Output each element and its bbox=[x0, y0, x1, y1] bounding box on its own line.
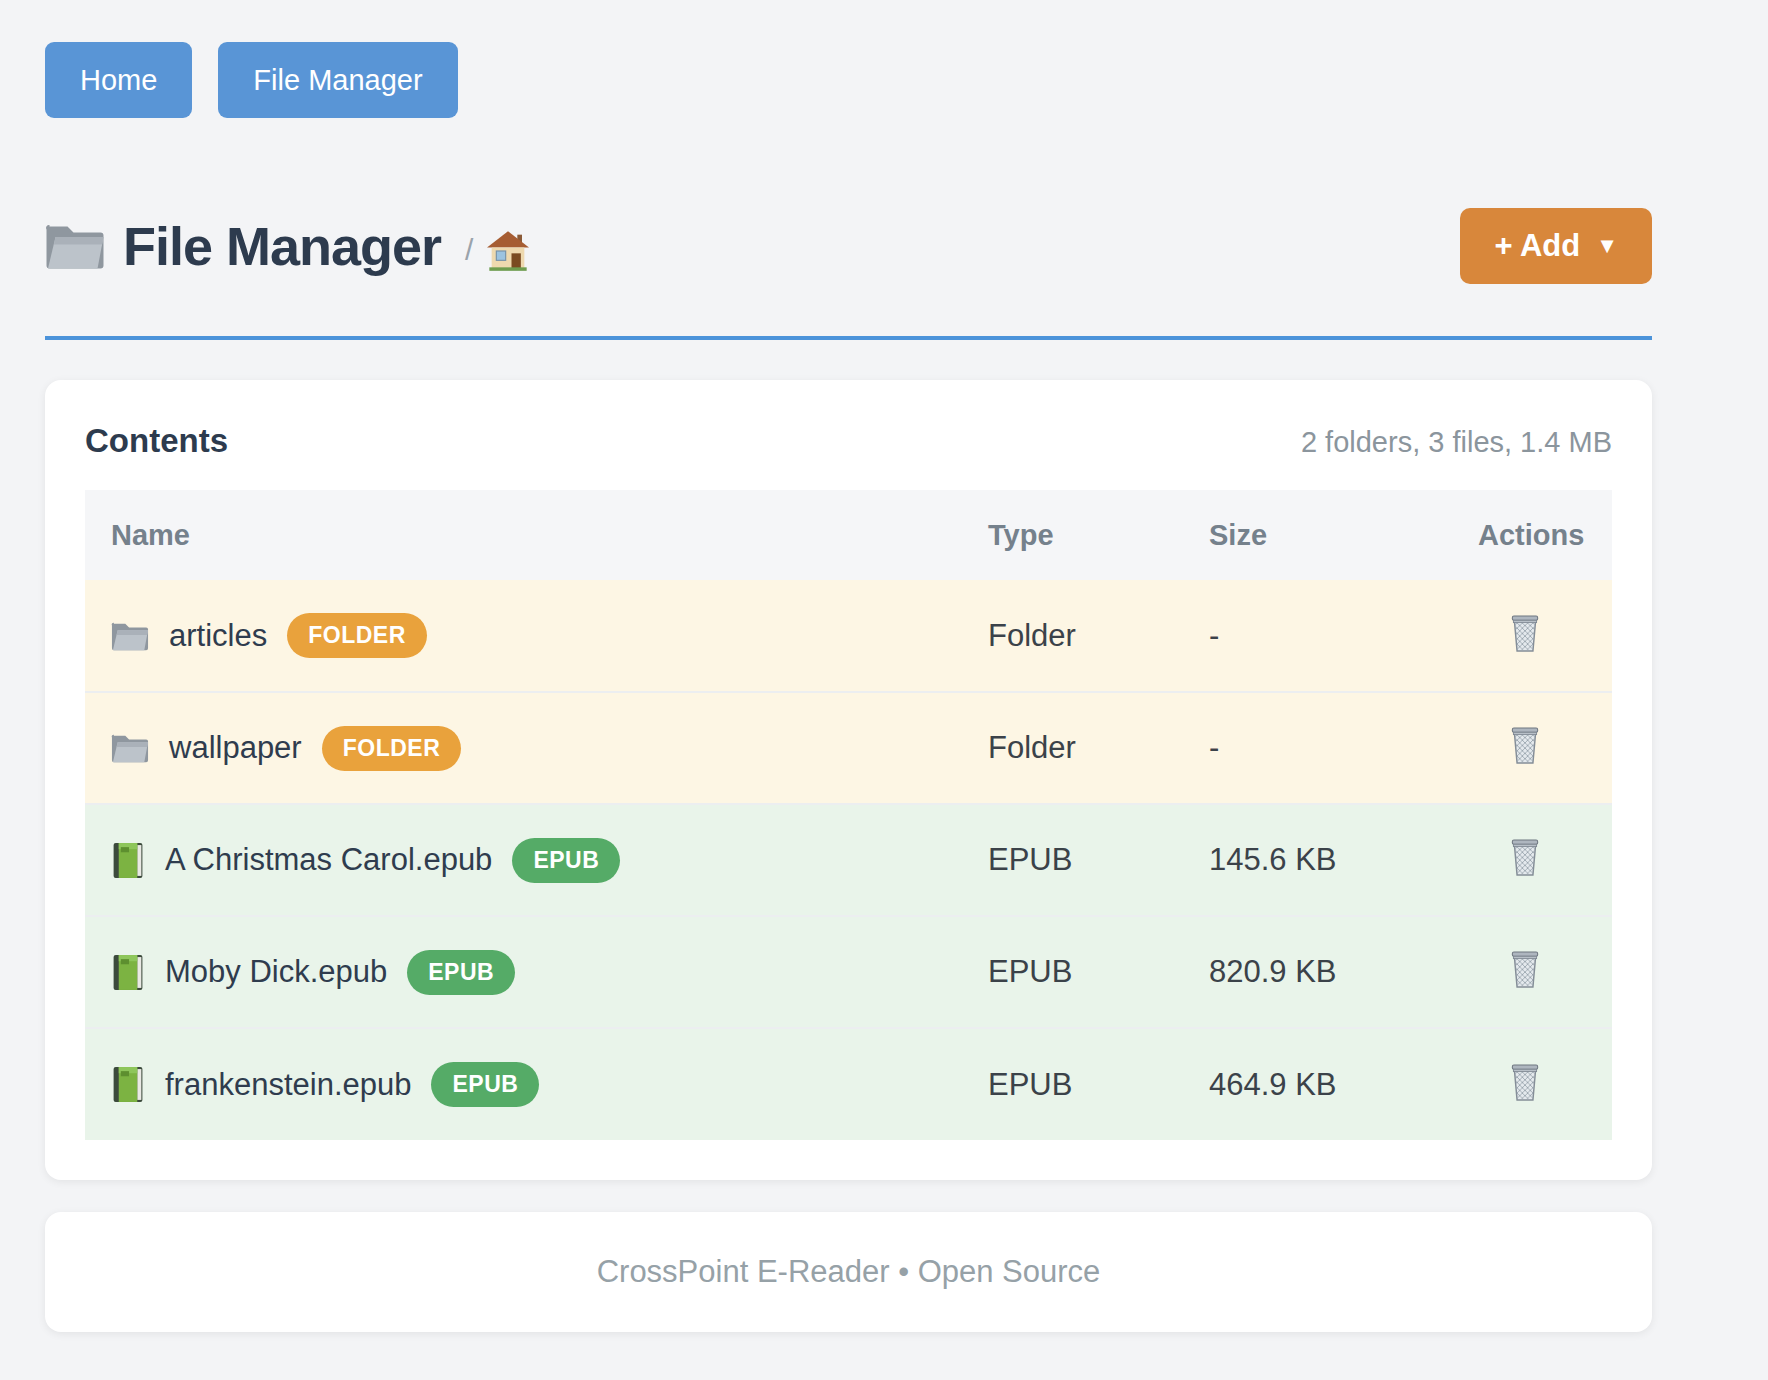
item-name-link[interactable]: Moby Dick.epub bbox=[165, 954, 387, 990]
item-type: Folder bbox=[988, 730, 1076, 765]
item-type: EPUB bbox=[988, 1067, 1072, 1102]
title-group: File Manager / bbox=[45, 215, 529, 277]
folder-icon bbox=[111, 620, 149, 652]
trash-icon bbox=[1508, 839, 1542, 877]
home-icon[interactable] bbox=[487, 231, 529, 271]
top-nav: Home File Manager bbox=[45, 42, 1652, 118]
item-size: - bbox=[1209, 618, 1219, 653]
table-row[interactable]: A Christmas Carol.epub EPUB EPUB 145.6 K… bbox=[85, 804, 1612, 916]
page-title: File Manager bbox=[123, 215, 441, 277]
column-header-actions: Actions bbox=[1466, 490, 1612, 580]
item-size: 820.9 KB bbox=[1209, 954, 1337, 989]
delete-button[interactable] bbox=[1504, 1060, 1546, 1106]
item-size: 145.6 KB bbox=[1209, 842, 1337, 877]
table-row[interactable]: wallpaper FOLDER Folder - bbox=[85, 692, 1612, 804]
type-badge: EPUB bbox=[431, 1062, 539, 1107]
contents-card: Contents 2 folders, 3 files, 1.4 MB Name… bbox=[45, 380, 1652, 1180]
footer: CrossPoint E-Reader • Open Source bbox=[45, 1212, 1652, 1332]
file-table: Name Type Size Actions articles FOLDER F… bbox=[85, 490, 1612, 1140]
table-row[interactable]: Moby Dick.epub EPUB EPUB 820.9 KB bbox=[85, 916, 1612, 1028]
delete-button[interactable] bbox=[1504, 947, 1546, 993]
add-button-label: + Add bbox=[1494, 228, 1580, 264]
column-header-type: Type bbox=[962, 490, 1183, 580]
trash-icon bbox=[1508, 727, 1542, 765]
book-icon bbox=[111, 842, 145, 879]
page: Home File Manager File Manager / + Add ▼… bbox=[0, 0, 1652, 1332]
nav-button-file-manager[interactable]: File Manager bbox=[218, 42, 457, 118]
trash-icon bbox=[1508, 1064, 1542, 1102]
contents-heading: Contents bbox=[85, 422, 228, 460]
item-name-link[interactable]: wallpaper bbox=[169, 730, 302, 766]
book-icon bbox=[111, 954, 145, 991]
footer-text: CrossPoint E-Reader • Open Source bbox=[597, 1254, 1101, 1290]
folder-icon bbox=[111, 732, 149, 764]
trash-icon bbox=[1508, 615, 1542, 653]
table-header-row: Name Type Size Actions bbox=[85, 490, 1612, 580]
item-name-link[interactable]: articles bbox=[169, 618, 267, 654]
type-badge: EPUB bbox=[512, 838, 620, 883]
item-type: EPUB bbox=[988, 954, 1072, 989]
item-name-link[interactable]: frankenstein.epub bbox=[165, 1067, 411, 1103]
add-button[interactable]: + Add ▼ bbox=[1460, 208, 1652, 284]
page-header: File Manager / + Add ▼ bbox=[45, 208, 1652, 284]
column-header-size: Size bbox=[1183, 490, 1466, 580]
type-badge: EPUB bbox=[407, 950, 515, 995]
folder-icon bbox=[45, 221, 105, 271]
item-type: EPUB bbox=[988, 842, 1072, 877]
chevron-down-icon: ▼ bbox=[1596, 233, 1618, 259]
book-icon bbox=[111, 1066, 145, 1103]
item-type: Folder bbox=[988, 618, 1076, 653]
delete-button[interactable] bbox=[1504, 835, 1546, 881]
table-row[interactable]: frankenstein.epub EPUB EPUB 464.9 KB bbox=[85, 1028, 1612, 1140]
header-divider bbox=[45, 336, 1652, 340]
item-size: 464.9 KB bbox=[1209, 1067, 1337, 1102]
breadcrumb-separator: / bbox=[465, 233, 473, 267]
trash-icon bbox=[1508, 951, 1542, 989]
contents-card-header: Contents 2 folders, 3 files, 1.4 MB bbox=[85, 422, 1612, 460]
item-name-link[interactable]: A Christmas Carol.epub bbox=[165, 842, 492, 878]
delete-button[interactable] bbox=[1504, 611, 1546, 657]
item-size: - bbox=[1209, 730, 1219, 765]
delete-button[interactable] bbox=[1504, 723, 1546, 769]
type-badge: FOLDER bbox=[322, 726, 462, 771]
type-badge: FOLDER bbox=[287, 613, 427, 658]
column-header-name: Name bbox=[85, 490, 962, 580]
contents-summary: 2 folders, 3 files, 1.4 MB bbox=[1301, 426, 1612, 459]
table-row[interactable]: articles FOLDER Folder - bbox=[85, 580, 1612, 692]
nav-button-home[interactable]: Home bbox=[45, 42, 192, 118]
